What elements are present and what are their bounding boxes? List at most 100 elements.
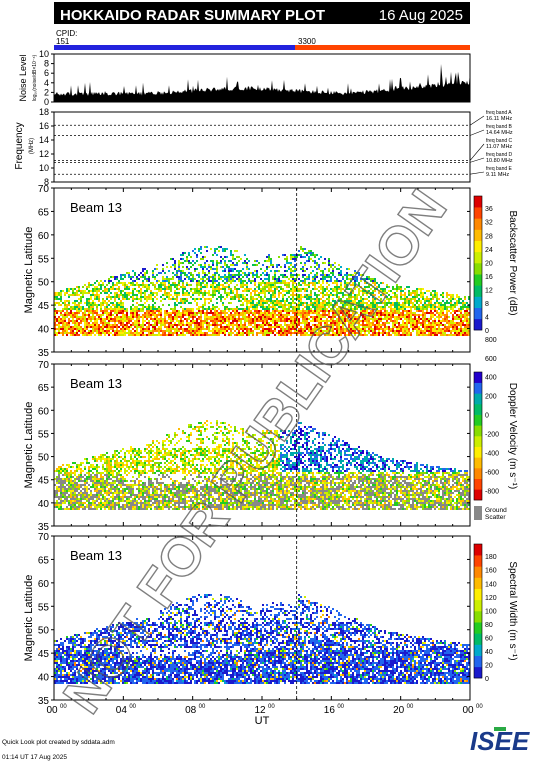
scatter-cell xyxy=(432,326,434,328)
scatter-cell xyxy=(332,308,334,310)
scatter-cell xyxy=(68,308,70,310)
scatter-cell xyxy=(184,318,186,320)
scatter-cell xyxy=(138,278,140,280)
scatter-cell xyxy=(364,302,366,304)
scatter-cell xyxy=(106,318,108,320)
scatter-cell xyxy=(82,312,84,314)
scatter-cell xyxy=(74,480,76,482)
scatter-cell xyxy=(70,332,72,334)
scatter-cell xyxy=(314,304,316,306)
plot-title: HOKKAIDO RADAR SUMMARY PLOT xyxy=(60,7,325,24)
scatter-cell xyxy=(206,292,208,294)
scatter-cell xyxy=(448,310,450,312)
scatter-cell xyxy=(400,292,402,294)
scatter-cell xyxy=(106,326,108,328)
scatter-cell xyxy=(78,334,80,336)
scatter-cell xyxy=(444,326,446,328)
scatter-cell xyxy=(108,300,110,302)
scatter-cell xyxy=(212,268,214,270)
scatter-cell xyxy=(64,306,66,308)
scatter-cell xyxy=(392,310,394,312)
scatter-cell xyxy=(342,330,344,332)
scatter-cell xyxy=(314,282,316,284)
scatter-cell xyxy=(416,308,418,310)
scatter-cell xyxy=(468,332,470,334)
scatter-cell xyxy=(262,280,264,282)
scatter-cell xyxy=(238,288,240,290)
scatter-cell xyxy=(372,278,374,280)
scatter-cell xyxy=(302,282,304,284)
scatter-cell xyxy=(362,308,364,310)
scatter-cell xyxy=(378,284,380,286)
scatter-cell xyxy=(310,316,312,318)
scatter-cell xyxy=(412,314,414,316)
scatter-cell xyxy=(208,328,210,330)
scatter-cell xyxy=(344,330,346,332)
scatter-cell xyxy=(188,328,190,330)
scatter-cell xyxy=(430,314,432,316)
scatter-cell xyxy=(438,324,440,326)
scatter-cell xyxy=(276,308,278,310)
scatter-cell xyxy=(174,264,176,266)
scatter-cell xyxy=(68,488,70,490)
scatter-cell xyxy=(436,332,438,334)
scatter-cell xyxy=(262,306,264,308)
scatter-cell xyxy=(174,274,176,276)
scatter-cell xyxy=(56,476,58,478)
scatter-cell xyxy=(186,268,188,270)
scatter-cell xyxy=(228,280,230,282)
scatter-cell xyxy=(96,326,98,328)
scatter-cell xyxy=(308,306,310,308)
scatter-cell xyxy=(224,328,226,330)
scatter-cell xyxy=(158,284,160,286)
scatter-cell xyxy=(252,308,254,310)
scatter-cell xyxy=(242,334,244,336)
scatter-cell xyxy=(220,324,222,326)
scatter-cell xyxy=(216,268,218,270)
scatter-cell xyxy=(274,302,276,304)
scatter-cell xyxy=(436,302,438,304)
scatter-cell xyxy=(76,468,78,470)
scatter-cell xyxy=(150,332,152,334)
scatter-cell xyxy=(306,260,308,262)
scatter-cell xyxy=(184,324,186,326)
scatter-cell xyxy=(330,310,332,312)
scatter-cell xyxy=(240,284,242,286)
scatter-cell xyxy=(318,312,320,314)
scatter-cell xyxy=(304,310,306,312)
scatter-cell xyxy=(110,302,112,304)
scatter-cell xyxy=(280,304,282,306)
scatter-cell xyxy=(68,314,70,316)
scatter-cell xyxy=(320,330,322,332)
scatter-cell xyxy=(136,312,138,314)
scatter-cell xyxy=(304,332,306,334)
scatter-cell xyxy=(200,284,202,286)
scatter-cell xyxy=(94,288,96,290)
scatter-cell xyxy=(400,330,402,332)
scatter-cell xyxy=(58,480,60,482)
scatter-cell xyxy=(142,328,144,330)
scatter-cell xyxy=(416,320,418,322)
scatter-cell xyxy=(180,318,182,320)
scatter-cell xyxy=(230,274,232,276)
scatter-cell xyxy=(54,294,56,296)
scatter-cell xyxy=(196,268,198,270)
scatter-cell xyxy=(338,298,340,300)
scatter-cell xyxy=(96,328,98,330)
scatter-cell xyxy=(260,318,262,320)
scatter-cell xyxy=(334,320,336,322)
scatter-cell xyxy=(262,308,264,310)
scatter-cell xyxy=(426,310,428,312)
scatter-cell xyxy=(158,330,160,332)
scatter-cell xyxy=(174,332,176,334)
scatter-cell xyxy=(182,266,184,268)
scatter-cell xyxy=(314,278,316,280)
scatter-cell xyxy=(272,320,274,322)
scatter-cell xyxy=(154,334,156,336)
scatter-cell xyxy=(124,274,126,276)
scatter-cell xyxy=(306,254,308,256)
scatter-cell xyxy=(300,304,302,306)
scatter-cell xyxy=(404,308,406,310)
scatter-cell xyxy=(216,322,218,324)
scatter-cell xyxy=(60,472,62,474)
